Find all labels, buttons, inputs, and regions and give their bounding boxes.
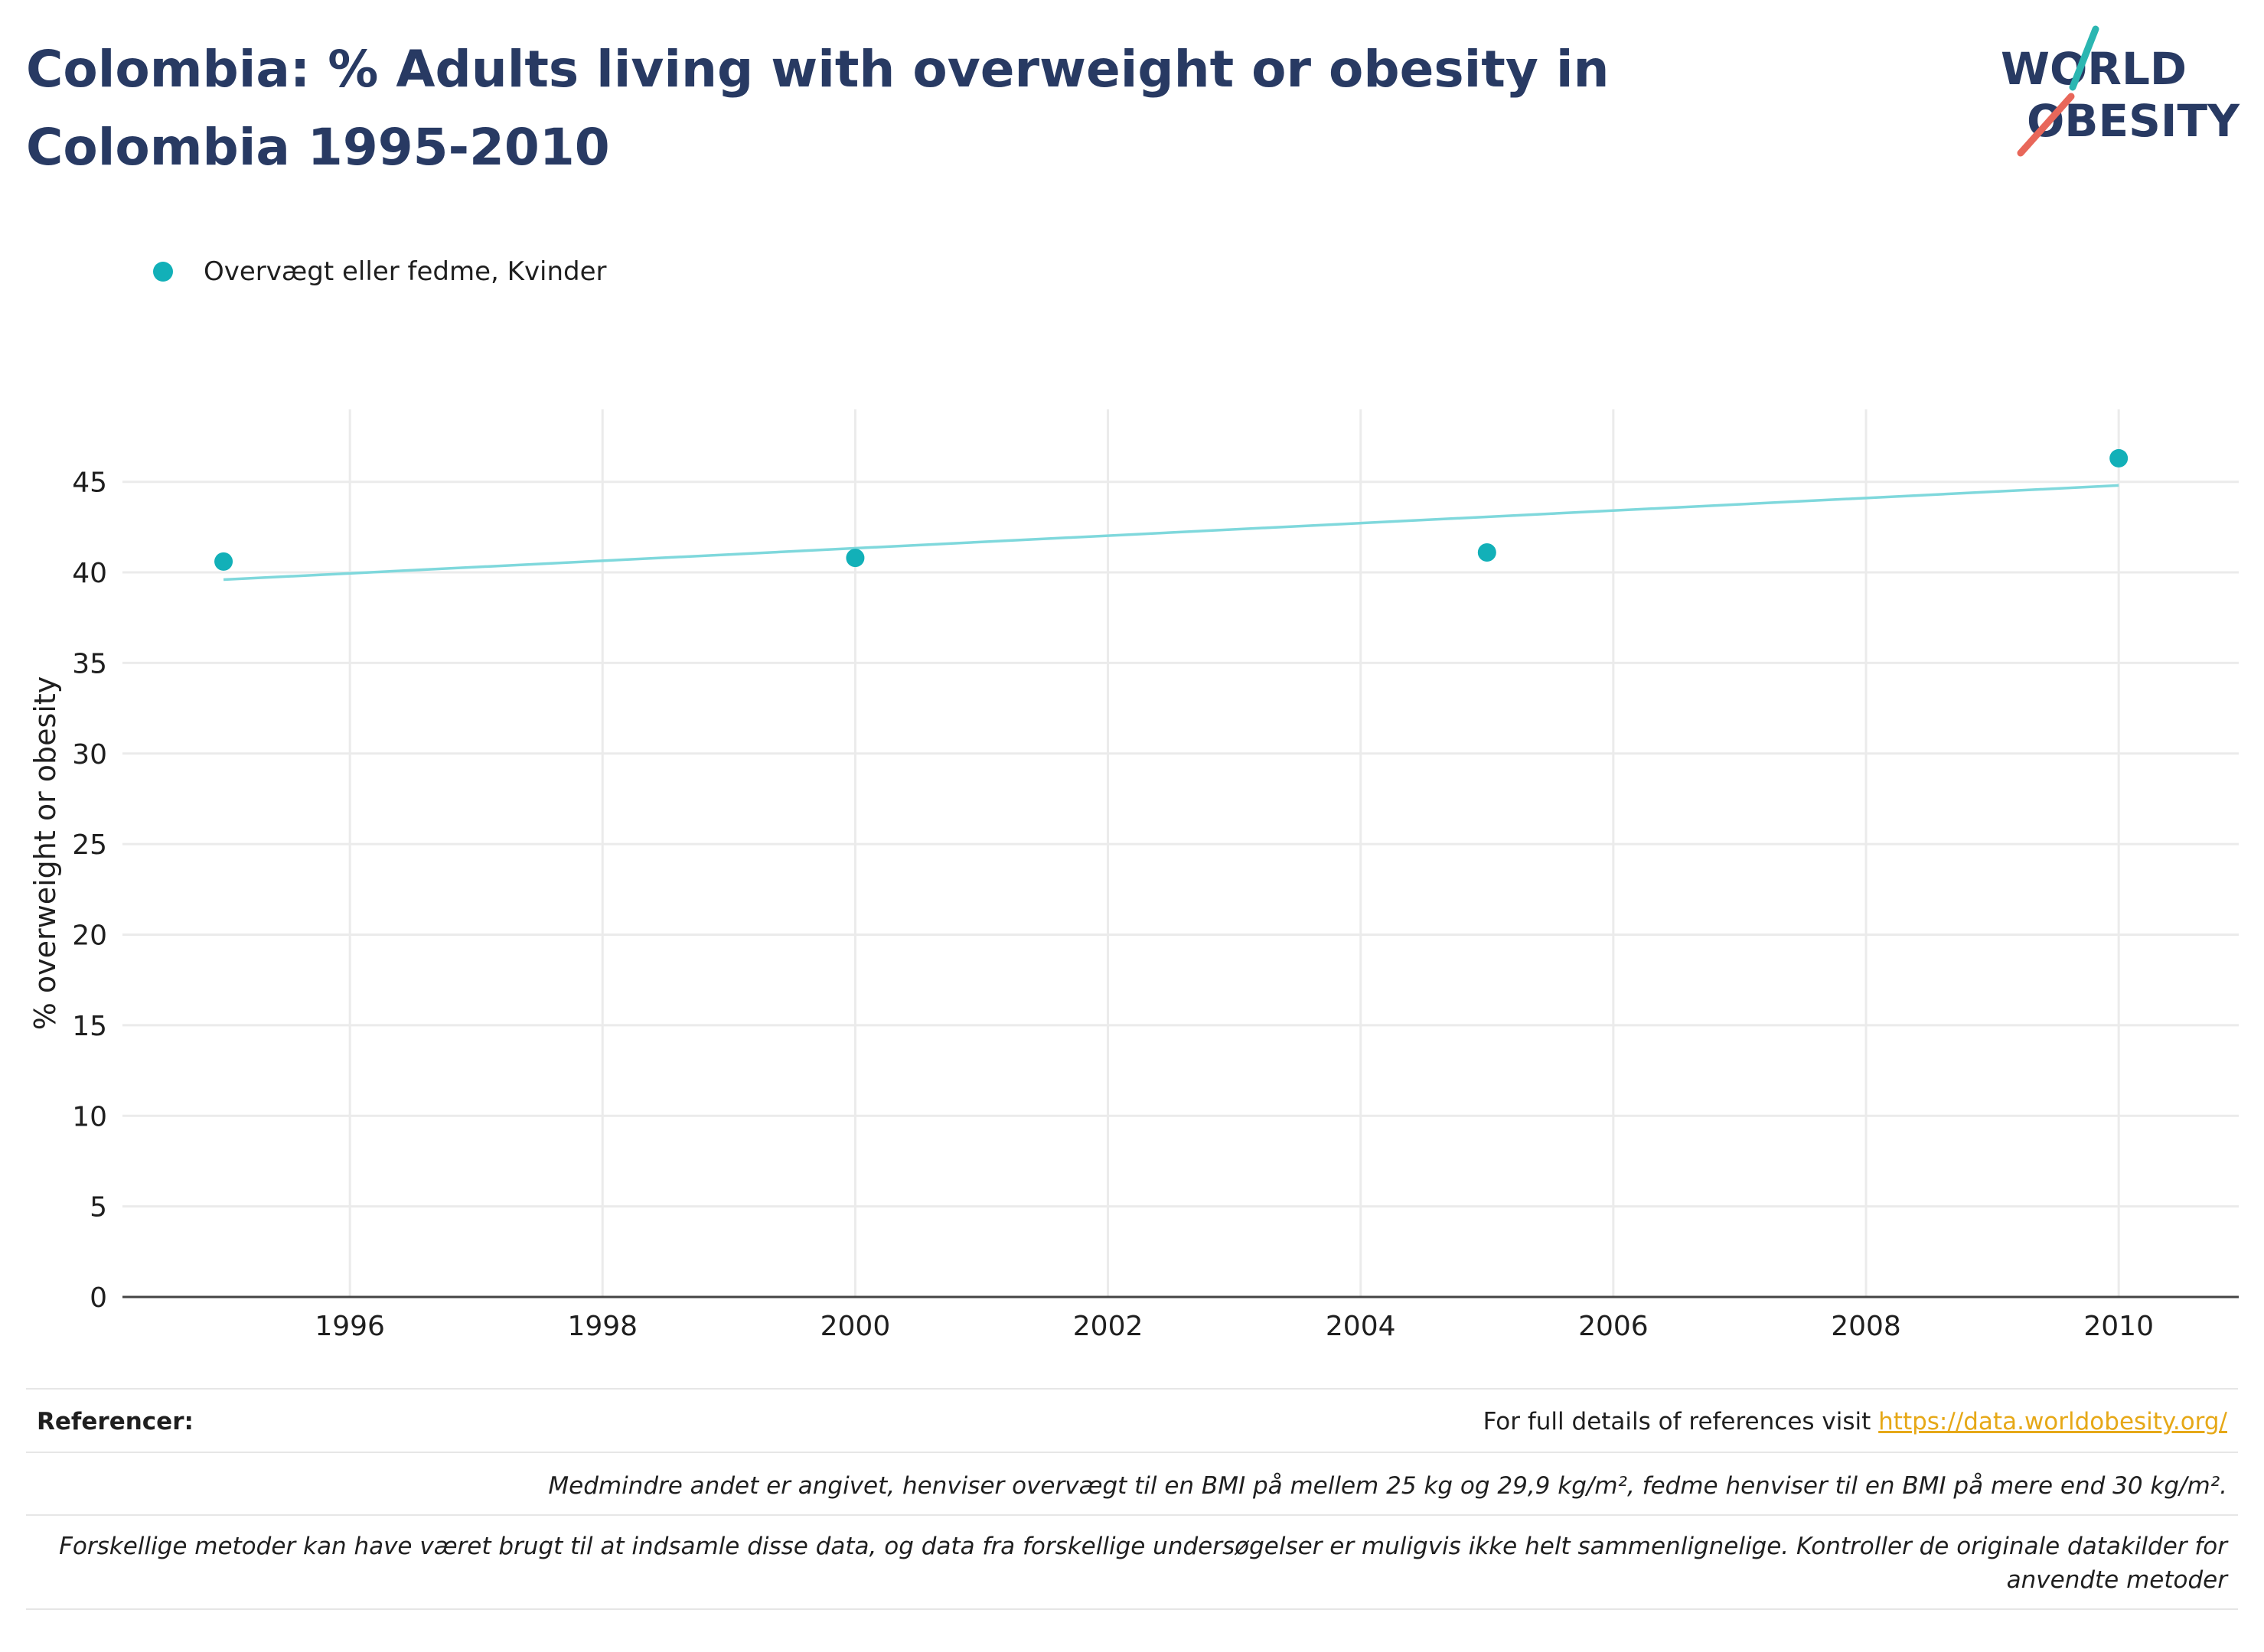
x-tick-label: 2008 [1831, 1311, 1901, 1342]
references-details: For full details of references visit htt… [1483, 1408, 2227, 1435]
references-link[interactable]: https://data.worldobesity.org/ [1878, 1408, 2227, 1435]
methods-note-line-2: anvendte metoder [2006, 1566, 2227, 1594]
scatter-chart: 1996 1998 2000 2002 2004 2006 2008 2010 0 5 10 15 20… [28, 409, 2239, 1342]
reference-divider [26, 1514, 2238, 1516]
y-tick-label: 25 [72, 829, 107, 861]
methods-note: Forskellige metoder kan have været brugt… [59, 1530, 2227, 1597]
x-tick-label: 2004 [1326, 1311, 1396, 1342]
y-tick-label: 30 [72, 739, 107, 771]
trendline-group [223, 484, 2119, 582]
x-tick-label: 2006 [1578, 1311, 1649, 1342]
references-row: Referencer: For full details of referenc… [26, 1408, 2238, 1446]
x-tick-label: 1996 [315, 1311, 385, 1342]
bmi-definition-note: Medmindre andet er angivet, henviser ove… [548, 1472, 2227, 1500]
reference-divider [26, 1452, 2238, 1453]
data-point[interactable] [846, 549, 865, 568]
references-prefix: For full details of references visit [1483, 1408, 1879, 1435]
reference-divider [26, 1388, 2238, 1390]
logo-slash-teal [2069, 25, 2099, 91]
axes: 1996 1998 2000 2002 2004 2006 2008 2010 0 5 10 15 20… [72, 468, 2239, 1342]
data-point[interactable] [214, 552, 233, 571]
x-tick-label: 2002 [1073, 1311, 1143, 1342]
reference-divider [26, 1608, 2238, 1610]
logo-slash-red [2017, 93, 2075, 157]
data-points [214, 448, 2129, 571]
y-tick-label: 0 [90, 1282, 107, 1314]
y-tick-label: 5 [90, 1192, 107, 1224]
y-tick-label: 10 [72, 1101, 107, 1132]
legend-marker [153, 262, 173, 282]
methods-note-line-1: Forskellige metoder kan have været brugt… [59, 1533, 2227, 1560]
grid-lines [122, 409, 2239, 1297]
references-label: Referencer: [37, 1408, 194, 1435]
y-tick-label: 45 [72, 468, 107, 499]
x-tick-label: 1998 [567, 1311, 638, 1342]
y-tick-label: 40 [72, 558, 107, 589]
world-obesity-logo: WORLD OBESITY [2001, 25, 2240, 157]
page-title: Colombia: % Adults living with overweigh… [26, 40, 1610, 177]
y-axis-label: % overweight or obesity [28, 676, 62, 1031]
data-point[interactable] [1477, 543, 1496, 562]
y-tick-label: 35 [72, 648, 107, 679]
data-point[interactable] [2109, 448, 2129, 468]
x-tick-label: 2000 [820, 1311, 891, 1342]
logo-text-world: WORLD [2001, 43, 2187, 95]
trendline [223, 484, 2119, 582]
y-tick-label: 15 [72, 1011, 107, 1042]
legend-label: Overvægt eller fedme, Kvinder [204, 256, 607, 287]
chart-legend: Overvægt eller fedme, Kvinder [153, 249, 607, 295]
y-tick-label: 20 [72, 920, 107, 952]
x-tick-label: 2010 [2083, 1311, 2154, 1342]
